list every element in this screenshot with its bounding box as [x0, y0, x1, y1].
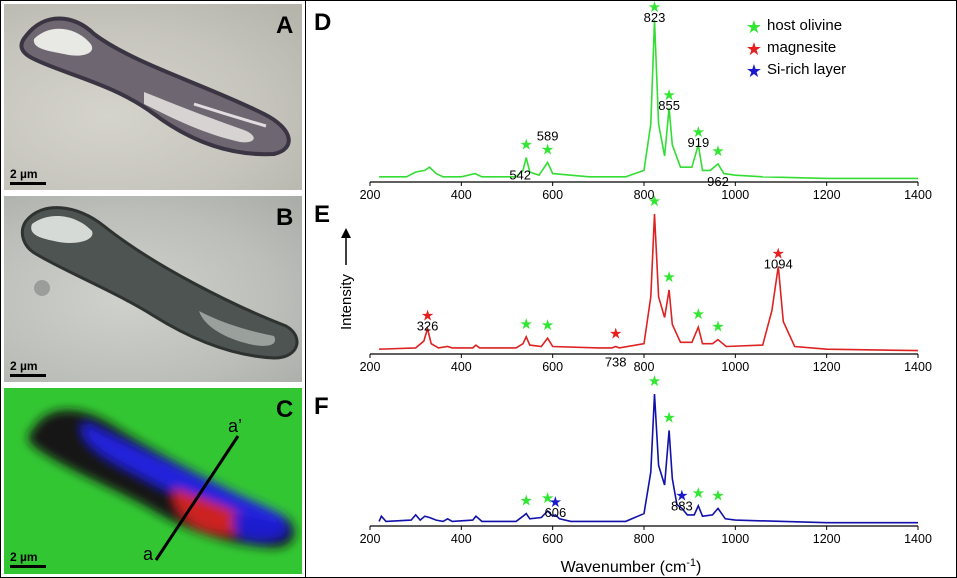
panel-label-b: B: [276, 204, 294, 231]
spectrum-line-f: [378, 393, 918, 524]
section-start-label: a: [143, 544, 154, 564]
section-line: [154, 435, 240, 561]
peak-marker: ★: [711, 487, 724, 504]
x-tick-label: 1000: [721, 188, 749, 202]
peak-marker: ★: [541, 317, 554, 334]
peak-label: 855: [658, 98, 680, 113]
x-tick-label: 200: [360, 532, 381, 546]
x-tick-label: 600: [542, 360, 563, 374]
x-tick-label: 600: [542, 188, 563, 202]
x-tick-label: 1000: [721, 360, 749, 374]
intensity-label: Intensity: [338, 274, 355, 330]
peak-label: 542: [509, 168, 531, 183]
peak-marker: ★: [692, 306, 705, 323]
scale-label-b: 2 µm: [10, 359, 38, 373]
scale-bar-b: [10, 374, 46, 377]
peak-marker: ★: [519, 316, 532, 333]
panel-label-a: A: [276, 12, 294, 39]
peak-marker: ★: [609, 325, 622, 342]
panel-label-c: C: [276, 396, 294, 423]
scale-bar-c: [10, 565, 46, 568]
x-tick-label: 200: [360, 188, 381, 202]
peak-marker: ★: [662, 409, 675, 426]
peak-marker: ★: [711, 319, 724, 336]
legend-star-magnesite: ★: [746, 39, 762, 59]
panel-label-e: E: [314, 201, 330, 228]
peak-marker: ★: [692, 124, 705, 141]
x-tick-label: 1400: [904, 360, 932, 374]
x-tick-label: 400: [451, 188, 472, 202]
crystal-image-b: [20, 206, 299, 360]
peak-marker: ★: [675, 487, 688, 504]
photo-panel-a: A 2 µm: [4, 4, 302, 190]
legend-label-host-olivine: host olivine: [767, 17, 842, 34]
legend-star-host-olivine: ★: [746, 17, 762, 37]
panel-divider: [305, 0, 306, 578]
peak-marker: ★: [662, 87, 675, 104]
x-tick-label: 400: [451, 360, 472, 374]
peak-marker: ★: [541, 490, 554, 507]
x-tick-label: 400: [451, 532, 472, 546]
photo-panel-b: B 2 µm: [4, 196, 302, 382]
peak-label: 606: [545, 505, 567, 520]
x-axis-title: Wavenumber (cm-1): [561, 557, 702, 576]
peak-label: 1094: [764, 256, 793, 271]
intensity-arrow-head: [341, 228, 351, 238]
peak-marker: ★: [648, 193, 661, 210]
legend: ★ host olivine ★ magnesite ★ Si-rich lay…: [746, 17, 846, 81]
peak-marker: ★: [549, 494, 562, 511]
peak-label: 962: [707, 174, 729, 189]
photo-panel-c: C a a’ 2 µm: [4, 388, 302, 574]
spectrum-line-d: [379, 19, 918, 180]
x-tick-label: 1200: [813, 360, 841, 374]
peak-label: 738: [605, 354, 627, 369]
peak-marker: ★: [662, 269, 675, 286]
x-tick-label: 800: [634, 360, 655, 374]
peak-marker: ★: [711, 143, 724, 160]
legend-label-si-rich-layer: Si-rich layer: [767, 61, 846, 78]
peak-marker: ★: [421, 308, 434, 325]
y-axis-label: Intensity: [338, 228, 355, 330]
x-tick-label: 800: [634, 532, 655, 546]
peak-label: 823: [644, 10, 666, 25]
raman-spectra-plots: D E F ★ host olivine ★ magnesite ★ Si-ri…: [314, 0, 932, 576]
scale-label-a: 2 µm: [10, 167, 38, 181]
x-tick-label: 800: [634, 188, 655, 202]
legend-label-magnesite: magnesite: [767, 39, 836, 56]
peak-marker: ★: [519, 137, 532, 154]
peak-marker: ★: [541, 141, 554, 158]
peak-label: 883: [671, 498, 693, 513]
legend-star-si-rich-layer: ★: [746, 61, 762, 81]
peak-marker: ★: [772, 245, 785, 262]
charts-layer: 200 400 600 800 1000 1200 1400★542★589★823★855…: [360, 0, 932, 546]
spectrum-line-e: [379, 213, 919, 352]
peak-marker: ★: [692, 485, 705, 502]
peak-marker: ★: [648, 0, 661, 16]
crystal-image-a: [19, 16, 291, 157]
panel-label-d: D: [314, 9, 331, 36]
peak-label: 589: [537, 128, 559, 143]
panel-label-f: F: [314, 393, 329, 420]
scale-label-c: 2 µm: [10, 550, 38, 564]
x-tick-label: 600: [542, 532, 563, 546]
x-tick-label: 1400: [904, 188, 932, 202]
x-tick-label: 1200: [813, 532, 841, 546]
x-tick-label: 1000: [721, 532, 749, 546]
peak-marker: ★: [648, 373, 661, 390]
raman-map-c: [28, 410, 295, 561]
x-tick-label: 1200: [813, 188, 841, 202]
peak-label: 326: [417, 319, 439, 334]
x-tick-label: 200: [360, 360, 381, 374]
peak-marker: ★: [519, 493, 532, 510]
peak-label: 919: [687, 135, 709, 150]
scale-bar-a: [10, 182, 46, 185]
x-tick-label: 1400: [904, 532, 932, 546]
section-end-label: a’: [228, 416, 243, 436]
